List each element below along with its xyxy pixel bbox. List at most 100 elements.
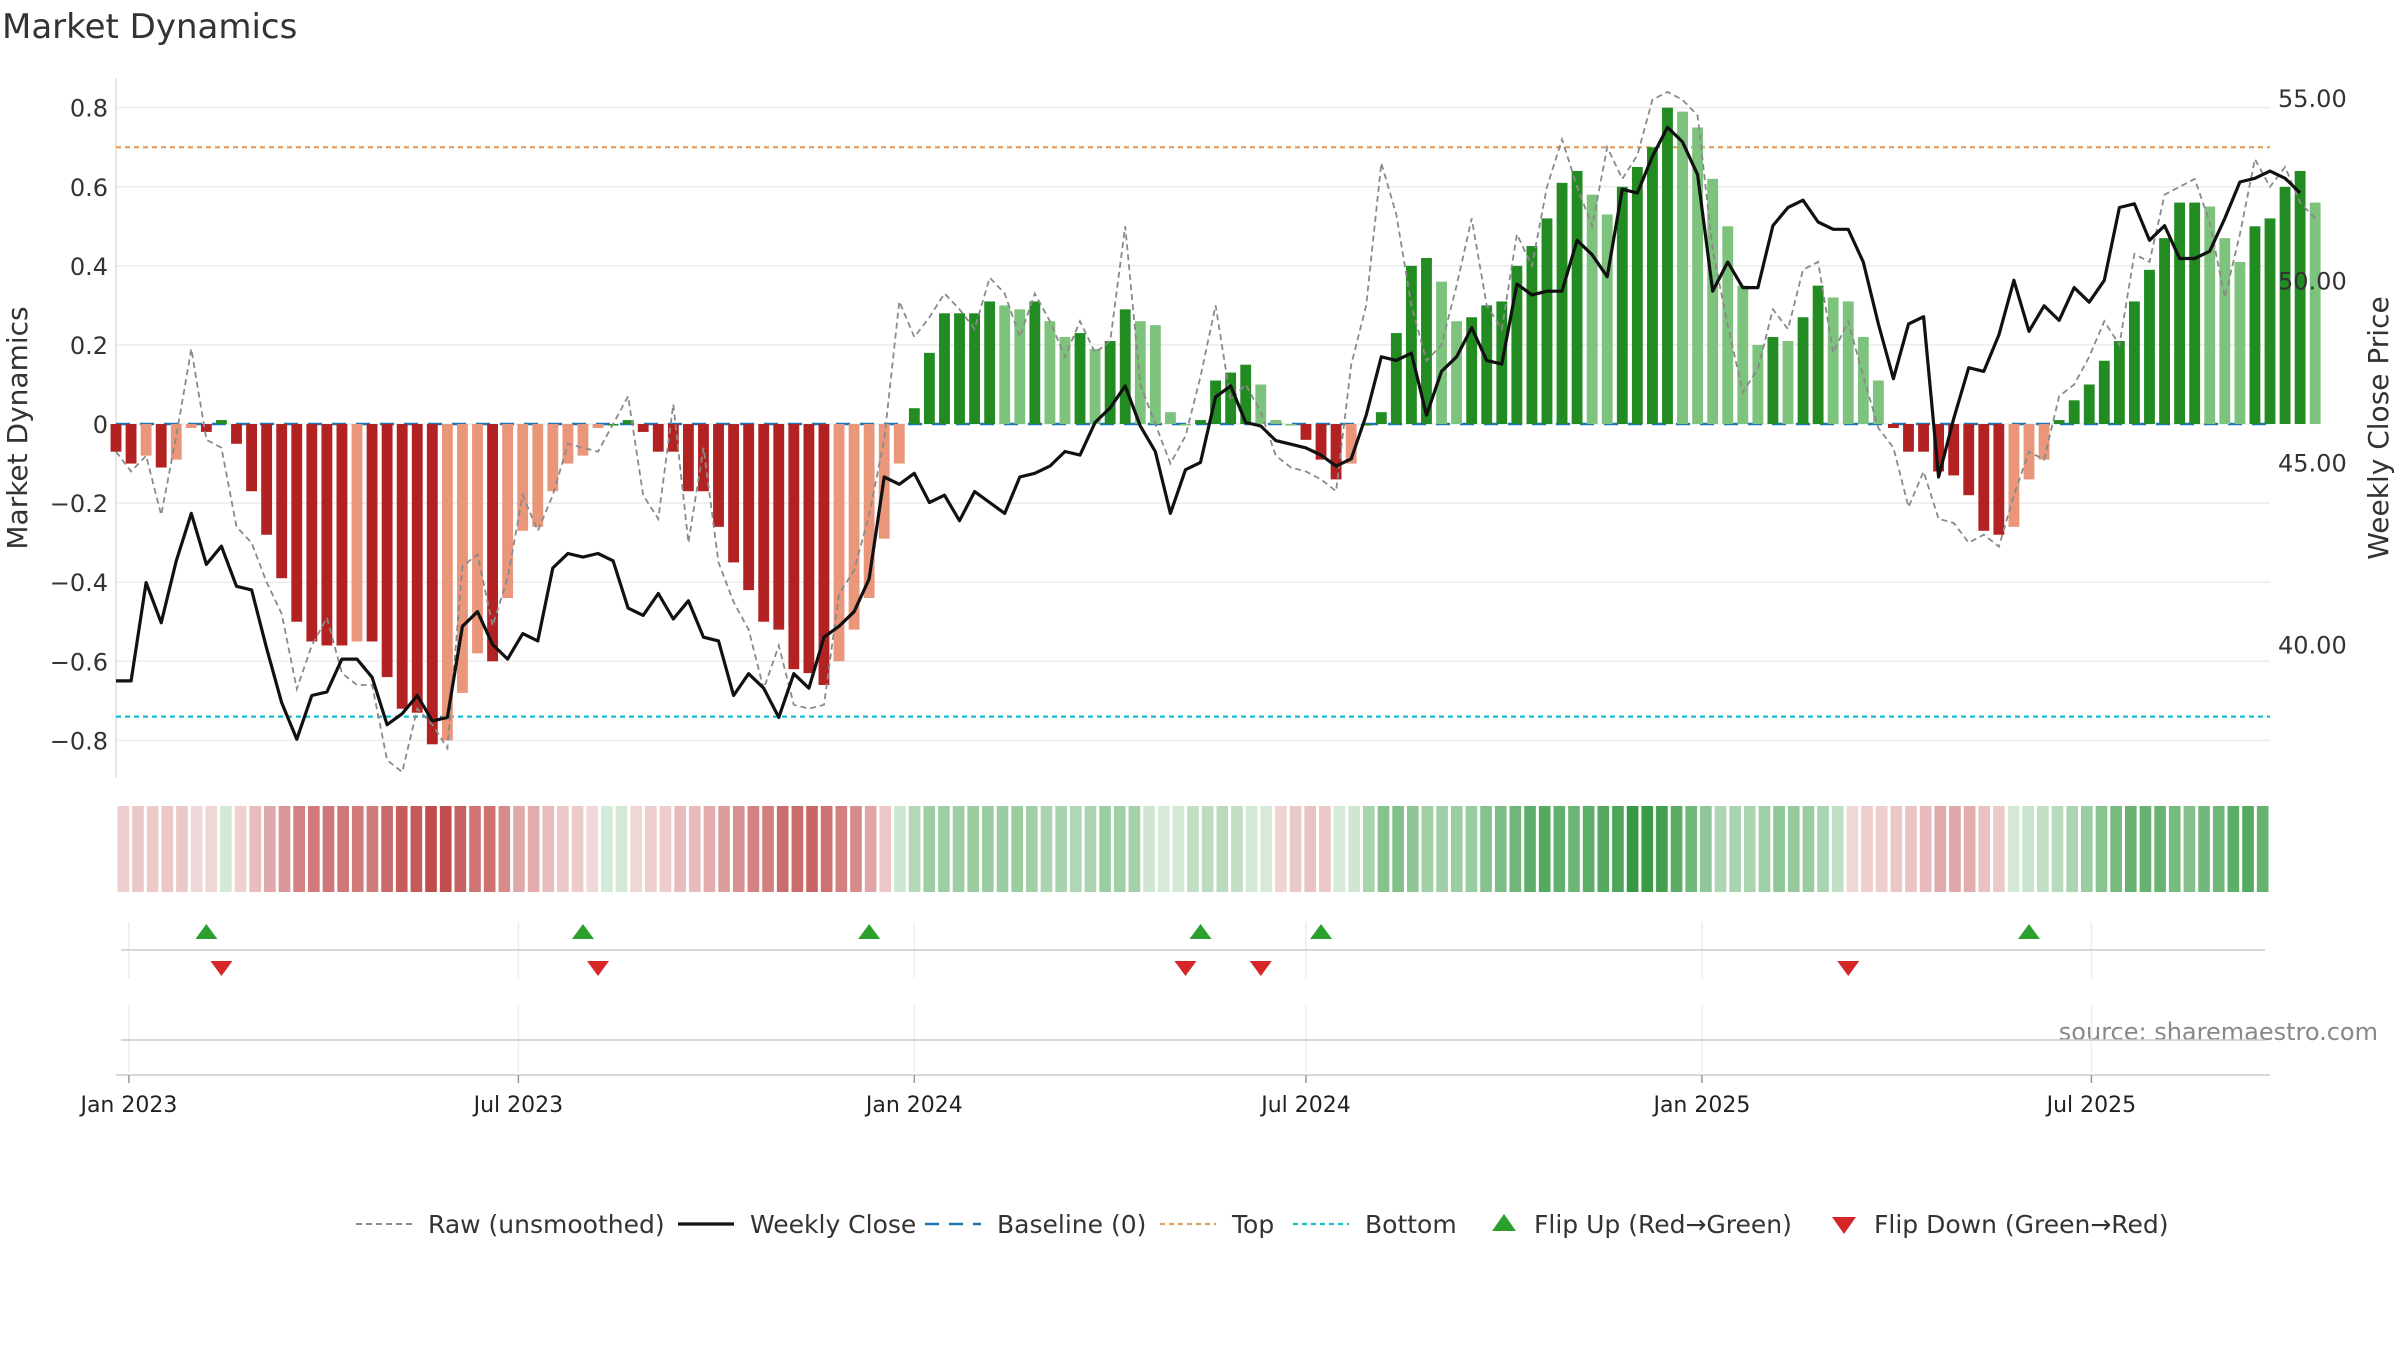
dynamics-bar — [1933, 424, 1945, 472]
dynamics-bar — [276, 424, 288, 579]
dynamics-bar — [517, 424, 529, 531]
heat-cell — [1304, 806, 1317, 892]
heat-cell — [1993, 806, 2005, 892]
dynamics-bar — [999, 305, 1011, 425]
legend-label-close: Weekly Close — [750, 1210, 916, 1239]
heat-cell — [1157, 806, 1170, 892]
heat-cell — [1275, 806, 1287, 892]
heat-cell — [264, 806, 276, 892]
dynamics-bar — [1405, 265, 1417, 425]
heat-cell — [1831, 806, 1844, 892]
dynamics-bar — [1571, 170, 1583, 425]
dynamics-bar — [351, 424, 363, 642]
heat-cell — [1201, 806, 1214, 892]
heat-cell — [132, 806, 144, 892]
dynamics-bar — [261, 424, 273, 535]
y-tick-label: −0.4 — [50, 569, 108, 597]
y2-axis: 55.00 50.00 45.00 40.00 — [2278, 85, 2347, 659]
dynamics-bar — [2008, 424, 2020, 527]
dynamics-bar — [2083, 384, 2095, 425]
dynamics-bar — [1240, 364, 1252, 425]
heat-cell — [161, 806, 174, 892]
dynamics-bar — [1180, 424, 1191, 426]
dynamics-bar — [381, 424, 393, 678]
x-tick-label: Jan 2024 — [864, 1093, 963, 1118]
heat-cell — [1069, 806, 1082, 892]
dynamics-bar — [1827, 297, 1839, 425]
dynamics-bar — [1948, 424, 1960, 476]
heat-cell — [1568, 806, 1580, 892]
heat-cell — [894, 806, 906, 892]
heat-cell — [1729, 806, 1741, 892]
heat-cell — [571, 806, 584, 892]
heat-cell — [454, 806, 467, 892]
dynamics-bar — [1375, 412, 1387, 425]
dynamics-bar — [1451, 321, 1463, 425]
x-axis: Jan 2023 Jul 2023 Jan 2024 Jul 2024 Jan 2025… — [78, 1039, 2270, 1118]
dynamics-bar — [939, 313, 950, 425]
dynamics-bar — [1797, 317, 1809, 425]
dynamics-bar — [698, 424, 709, 492]
heat-cell — [1978, 806, 1991, 892]
dynamics-bar — [291, 424, 303, 622]
heat-cell — [220, 806, 232, 892]
dynamics-bar — [758, 424, 770, 622]
heat-cell — [1538, 806, 1551, 892]
dynamics-bar — [969, 313, 981, 425]
heat-cell — [806, 806, 818, 892]
heat-cell — [1172, 806, 1185, 892]
dynamics-bar — [923, 352, 935, 425]
dynamics-bar — [848, 424, 860, 630]
raw-line — [115, 90, 2316, 774]
dynamics-bar — [1421, 257, 1432, 425]
dynamics-bar — [1315, 424, 1327, 460]
heat-cell — [776, 806, 789, 892]
heat-cell — [469, 806, 481, 892]
flip-up-marker — [858, 924, 881, 939]
dynamics-bar — [487, 424, 498, 662]
heat-cell — [1919, 806, 1932, 892]
dynamics-bar — [1014, 309, 1026, 425]
heat-cell — [615, 806, 628, 892]
heat-cell — [1113, 806, 1126, 892]
dynamics-bar — [306, 424, 318, 642]
dynamics-bar — [2113, 340, 2125, 425]
heat-cell — [1421, 806, 1434, 892]
dynamics-bar — [1616, 186, 1628, 425]
y-tick-label: 0.4 — [70, 253, 108, 281]
heat-cell — [747, 806, 760, 892]
dynamics-bar — [1888, 424, 1899, 428]
heat-cell — [425, 806, 437, 892]
dynamics-bar — [1270, 420, 1282, 425]
dynamics-bar — [2098, 360, 2110, 425]
heat-cell — [1128, 806, 1141, 892]
dynamics-bar — [1767, 337, 1779, 425]
heat-cell — [2154, 806, 2166, 892]
dynamics-bar — [1164, 412, 1176, 425]
legend-label-flip-down: Flip Down (Green→Red) — [1874, 1210, 2169, 1239]
heat-cell — [1494, 806, 1507, 892]
heat-cell — [2022, 806, 2035, 892]
chart-title: Market Dynamics — [2, 7, 297, 47]
heat-cell — [1670, 806, 1683, 892]
heat-cell — [366, 806, 379, 892]
dynamics-bar — [2159, 238, 2170, 425]
heat-cell — [2168, 806, 2181, 892]
heat-cell — [1758, 806, 1771, 892]
heat-cell — [1714, 806, 1727, 892]
heat-cell — [718, 806, 730, 892]
heat-cell — [1450, 806, 1463, 892]
heat-cell — [2051, 806, 2064, 892]
heat-cell — [1099, 806, 1111, 892]
dynamics-bar — [1195, 420, 1206, 425]
heat-cell — [1597, 806, 1610, 892]
dynamics-bar — [1104, 340, 1116, 425]
legend-label-flip-up: Flip Up (Red→Green) — [1534, 1210, 1792, 1239]
dynamics-bar — [366, 424, 378, 642]
dynamics-bar — [1345, 424, 1357, 464]
heat-cell — [1861, 806, 1873, 892]
dynamics-bar — [1044, 321, 1056, 425]
dynamics-bar — [1466, 317, 1478, 425]
